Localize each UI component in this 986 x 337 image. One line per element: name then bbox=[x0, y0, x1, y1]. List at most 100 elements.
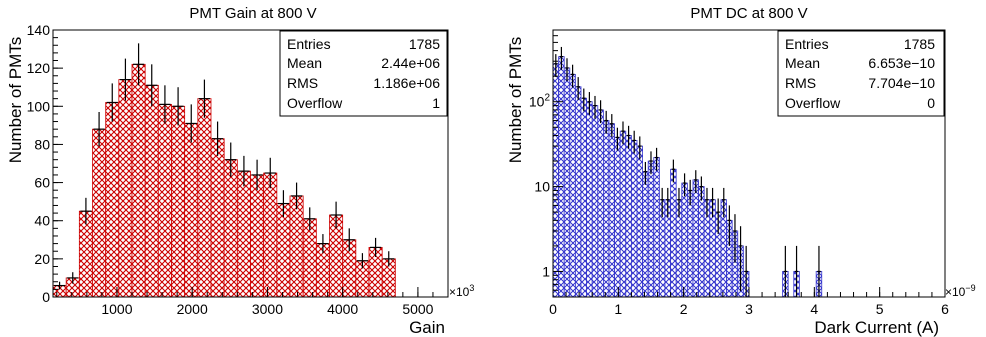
gain-y-tick-label: 100 bbox=[27, 98, 51, 114]
dc-x-tick-label: 3 bbox=[745, 301, 753, 317]
dc-bar bbox=[625, 135, 632, 298]
dc-error-bar bbox=[716, 198, 720, 234]
gain-error-bar bbox=[343, 228, 355, 252]
dc-bar bbox=[630, 140, 638, 298]
gain-error-bar bbox=[146, 64, 158, 107]
dc-error-bar bbox=[744, 245, 748, 297]
dc-x-ticks: 0 1 2 3 4 5 6 bbox=[549, 287, 949, 317]
gain-bar bbox=[131, 63, 146, 298]
gain-x-tick-label: 4000 bbox=[327, 301, 358, 317]
dc-stats-box: Entries 1785 Mean 6.653e−10 RMS 7.704e−1… bbox=[777, 30, 945, 117]
gain-y-tick-label: 140 bbox=[27, 22, 51, 38]
gain-y-axis-label: Number of PMTs bbox=[6, 37, 25, 164]
dc-error-bar bbox=[733, 214, 737, 263]
gain-error-bar bbox=[159, 85, 171, 124]
gain-x-tick-label: 3000 bbox=[252, 301, 283, 317]
gain-error-bar bbox=[330, 201, 342, 229]
gain-y-tick-label: 80 bbox=[34, 136, 50, 152]
dc-error-bar bbox=[654, 147, 659, 171]
dc-stat-rms-label: RMS bbox=[785, 75, 816, 91]
dc-stat-rms-value: 7.704e−10 bbox=[868, 75, 935, 91]
dc-bar bbox=[698, 186, 705, 298]
dc-histogram-panel: PMT DC at 800 V 1 10 102 0 1 2 3 4 5 6 Number of… bbox=[506, 5, 976, 337]
gain-x-axis-label: Gain bbox=[409, 318, 445, 337]
dc-stat-overflow-value: 0 bbox=[927, 95, 935, 111]
dc-error-bar bbox=[817, 245, 821, 297]
gain-error-bar bbox=[119, 58, 131, 101]
dc-bar bbox=[647, 160, 655, 298]
gain-x-tick-label: 5000 bbox=[402, 301, 433, 317]
gain-stat-rms-label: RMS bbox=[287, 75, 318, 91]
gain-error-bar bbox=[93, 112, 105, 147]
dc-bar bbox=[575, 86, 582, 298]
dc-bar bbox=[614, 136, 621, 298]
gain-x-tick-label: 2000 bbox=[177, 301, 208, 317]
dc-x-multiplier: ×10−9 bbox=[945, 283, 976, 299]
dc-error-bar bbox=[794, 245, 799, 297]
dc-error-bar bbox=[677, 187, 681, 218]
dc-bar bbox=[552, 63, 559, 298]
dc-y-axis-label: Number of PMTs bbox=[506, 37, 525, 164]
dc-bar bbox=[580, 97, 587, 298]
gain-bar bbox=[223, 159, 238, 298]
dc-error-bar bbox=[604, 110, 608, 134]
dc-bar bbox=[681, 182, 688, 298]
gain-error-bar bbox=[80, 197, 92, 225]
gain-error-bar bbox=[67, 272, 79, 284]
dc-y-ticks: 1 10 102 bbox=[529, 29, 563, 298]
gain-error-bar bbox=[212, 121, 224, 156]
dc-error-bar bbox=[682, 173, 687, 197]
gain-error-bar bbox=[277, 190, 289, 217]
gain-error-bar bbox=[198, 79, 210, 118]
gain-histogram-panel: PMT Gain at 800 V 0 20 40 60 80 100 120 140 100… bbox=[6, 5, 474, 337]
gain-y-tick-label: 60 bbox=[34, 175, 50, 191]
dc-x-tick-label: 0 bbox=[549, 301, 557, 317]
dc-bar bbox=[686, 190, 694, 298]
dc-bar bbox=[636, 145, 643, 298]
dc-stat-mean-value: 6.653e−10 bbox=[868, 55, 935, 71]
dc-stat-entries-value: 1785 bbox=[904, 36, 935, 52]
dc-y-tick-label: 10 bbox=[534, 179, 550, 195]
dc-bar bbox=[586, 101, 593, 298]
dc-title: PMT DC at 800 V bbox=[690, 5, 807, 22]
gain-stats-box: Entries 1785 Mean 2.44e+06 RMS 1.186e+06… bbox=[279, 30, 448, 117]
dc-stat-mean-label: Mean bbox=[785, 55, 820, 71]
dc-bar bbox=[558, 56, 565, 298]
gain-bar bbox=[105, 102, 120, 298]
dc-error-bar bbox=[587, 92, 592, 115]
dc-bar bbox=[692, 179, 699, 298]
dc-stat-entries-label: Entries bbox=[785, 36, 829, 52]
gain-stat-mean-label: Mean bbox=[287, 55, 322, 71]
gain-error-bar bbox=[317, 234, 329, 254]
gain-stat-rms-value: 1.186e+06 bbox=[373, 75, 440, 91]
gain-x-tick-label: 1000 bbox=[101, 301, 132, 317]
dc-error-bar bbox=[643, 161, 648, 185]
dc-error-bar bbox=[581, 88, 586, 112]
dc-y-tick-label: 102 bbox=[529, 93, 551, 110]
dc-error-bar bbox=[710, 187, 715, 218]
dc-error-bar bbox=[738, 226, 743, 292]
gain-bar bbox=[302, 218, 317, 298]
dc-bar bbox=[563, 67, 571, 298]
gain-bar bbox=[184, 123, 199, 298]
dc-bar bbox=[608, 123, 615, 298]
gain-error-bar bbox=[370, 237, 382, 257]
gain-x-ticks: 1000 2000 3000 4000 5000 bbox=[56, 287, 449, 317]
gain-bar bbox=[210, 138, 225, 298]
gain-bar bbox=[289, 195, 304, 298]
gain-y-tick-label: 120 bbox=[27, 60, 51, 76]
gain-stat-entries-label: Entries bbox=[287, 36, 331, 52]
gain-error-bar bbox=[225, 142, 237, 177]
gain-y-ticks: 0 20 40 60 80 100 120 140 bbox=[27, 22, 63, 305]
gain-error-bar bbox=[172, 87, 184, 126]
dc-x-tick-label: 4 bbox=[810, 301, 818, 317]
gain-stat-entries-value: 1785 bbox=[409, 36, 440, 52]
dc-error-bar bbox=[621, 121, 625, 145]
gain-bar bbox=[236, 170, 251, 298]
dc-error-bar bbox=[721, 187, 726, 218]
gain-stat-mean-value: 2.44e+06 bbox=[381, 55, 440, 71]
gain-bar bbox=[263, 172, 278, 298]
dc-error-bar bbox=[665, 187, 670, 218]
dc-error-bar bbox=[565, 58, 569, 82]
